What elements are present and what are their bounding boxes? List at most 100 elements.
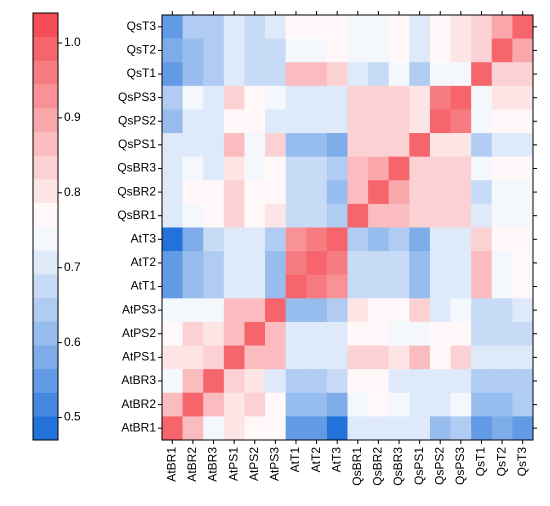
colorbar-tick-label: 0.8 bbox=[64, 185, 81, 199]
heatmap-cell bbox=[409, 133, 431, 157]
heatmap-cell bbox=[265, 321, 286, 346]
y-tick-label: AtPS2 bbox=[122, 326, 156, 340]
heatmap-cell bbox=[471, 345, 493, 370]
heatmap-cell bbox=[388, 203, 410, 228]
y-tick-label: QsBR3 bbox=[117, 161, 156, 175]
heatmap-cell bbox=[409, 227, 431, 252]
colorbar-tick-label: 1.0 bbox=[64, 35, 81, 49]
heatmap-cell bbox=[491, 156, 513, 181]
x-tick-label: AtBR3 bbox=[206, 447, 220, 482]
heatmap-cell bbox=[491, 298, 513, 323]
heatmap-cell bbox=[368, 274, 390, 299]
heatmap-cell bbox=[182, 227, 204, 252]
heatmap-cell bbox=[203, 298, 225, 323]
heatmap-cell bbox=[409, 38, 431, 63]
y-tick-label: AtBR2 bbox=[121, 397, 156, 411]
heatmap-cell bbox=[265, 38, 286, 63]
heatmap-cell bbox=[326, 416, 348, 441]
heatmap-cell bbox=[203, 369, 225, 394]
heatmap-cell bbox=[285, 274, 307, 299]
heatmap-cell bbox=[450, 203, 472, 228]
x-tick-label: QsPS1 bbox=[412, 447, 426, 485]
heatmap-cell bbox=[512, 38, 534, 63]
heatmap-cell bbox=[223, 156, 245, 181]
heatmap-cell bbox=[471, 203, 493, 228]
heatmap-cell bbox=[388, 15, 410, 39]
colorbar-bin bbox=[33, 392, 58, 417]
heatmap-cell bbox=[347, 227, 369, 252]
heatmap-cell bbox=[368, 15, 390, 39]
heatmap-cell bbox=[429, 38, 451, 63]
heatmap-cell bbox=[512, 369, 534, 394]
heatmap-cell bbox=[162, 15, 183, 39]
heatmap-cell bbox=[450, 133, 472, 157]
heatmap-cell bbox=[285, 62, 307, 87]
heatmap-cell bbox=[512, 345, 534, 370]
heatmap-cell bbox=[388, 109, 410, 134]
heatmap-cell bbox=[368, 369, 390, 394]
heatmap-cell bbox=[326, 15, 348, 39]
heatmap-cell bbox=[512, 321, 534, 346]
heatmap-cell bbox=[223, 133, 245, 157]
heatmap-cell bbox=[306, 392, 328, 417]
heatmap-cell bbox=[347, 251, 369, 276]
heatmap-cell bbox=[162, 369, 183, 394]
heatmap-cell bbox=[471, 298, 493, 323]
heatmap-cell bbox=[244, 274, 266, 299]
y-tick-label: QsBR2 bbox=[117, 184, 156, 198]
heatmap-cell bbox=[244, 156, 266, 181]
heatmap-cell bbox=[388, 416, 410, 441]
heatmap-cell bbox=[368, 180, 390, 205]
heatmap-cell bbox=[285, 156, 307, 181]
heatmap-cell bbox=[409, 392, 431, 417]
heatmap-cell bbox=[244, 416, 266, 441]
heatmap-cell bbox=[306, 133, 328, 157]
heatmap-cell bbox=[388, 369, 410, 394]
heatmap-cell bbox=[203, 180, 225, 205]
heatmap-cell bbox=[162, 416, 183, 441]
x-tick-label: QsPS3 bbox=[453, 447, 467, 485]
heatmap-cell bbox=[162, 203, 183, 228]
heatmap-cell bbox=[450, 298, 472, 323]
heatmap-cell bbox=[471, 156, 493, 181]
heatmap-cell bbox=[388, 38, 410, 63]
heatmap-cell bbox=[306, 62, 328, 87]
heatmap-cell bbox=[326, 274, 348, 299]
heatmap-cell bbox=[162, 227, 183, 252]
heatmap-cell bbox=[450, 227, 472, 252]
heatmap-cell bbox=[182, 369, 204, 394]
heatmap-cell bbox=[285, 345, 307, 370]
heatmap-cell bbox=[306, 345, 328, 370]
y-tick-label: AtT3 bbox=[131, 231, 157, 245]
heatmap-cell bbox=[450, 109, 472, 134]
colorbar-bin bbox=[33, 107, 58, 132]
heatmap-cell bbox=[182, 321, 204, 346]
heatmap-cell bbox=[512, 416, 534, 441]
heatmap-cell bbox=[203, 274, 225, 299]
colorbar-bin bbox=[33, 84, 58, 109]
heatmap-cell bbox=[409, 156, 431, 181]
heatmap-cell bbox=[326, 251, 348, 276]
y-tick-label: QsT3 bbox=[127, 19, 157, 33]
heatmap-cell bbox=[223, 321, 245, 346]
heatmap-cell bbox=[471, 251, 493, 276]
heatmap-cell bbox=[244, 15, 266, 39]
heatmap-cell bbox=[429, 274, 451, 299]
heatmap-cell bbox=[471, 15, 493, 39]
heatmap-cell bbox=[512, 156, 534, 181]
heatmap-cell bbox=[512, 251, 534, 276]
heatmap-cell bbox=[368, 298, 390, 323]
heatmap-cell bbox=[306, 38, 328, 63]
heatmap-cell bbox=[162, 298, 183, 323]
heatmap-cell bbox=[182, 416, 204, 441]
colorbar-bin bbox=[33, 179, 58, 204]
heatmap-cell bbox=[512, 85, 534, 110]
heatmap-cell bbox=[347, 416, 369, 441]
heatmap-cell bbox=[162, 38, 183, 63]
heatmap-cell bbox=[326, 62, 348, 87]
heatmap-cell bbox=[512, 62, 534, 87]
heatmap-cell bbox=[285, 321, 307, 346]
heatmap-cell bbox=[429, 203, 451, 228]
heatmap-cell bbox=[223, 227, 245, 252]
heatmap-cell bbox=[388, 227, 410, 252]
